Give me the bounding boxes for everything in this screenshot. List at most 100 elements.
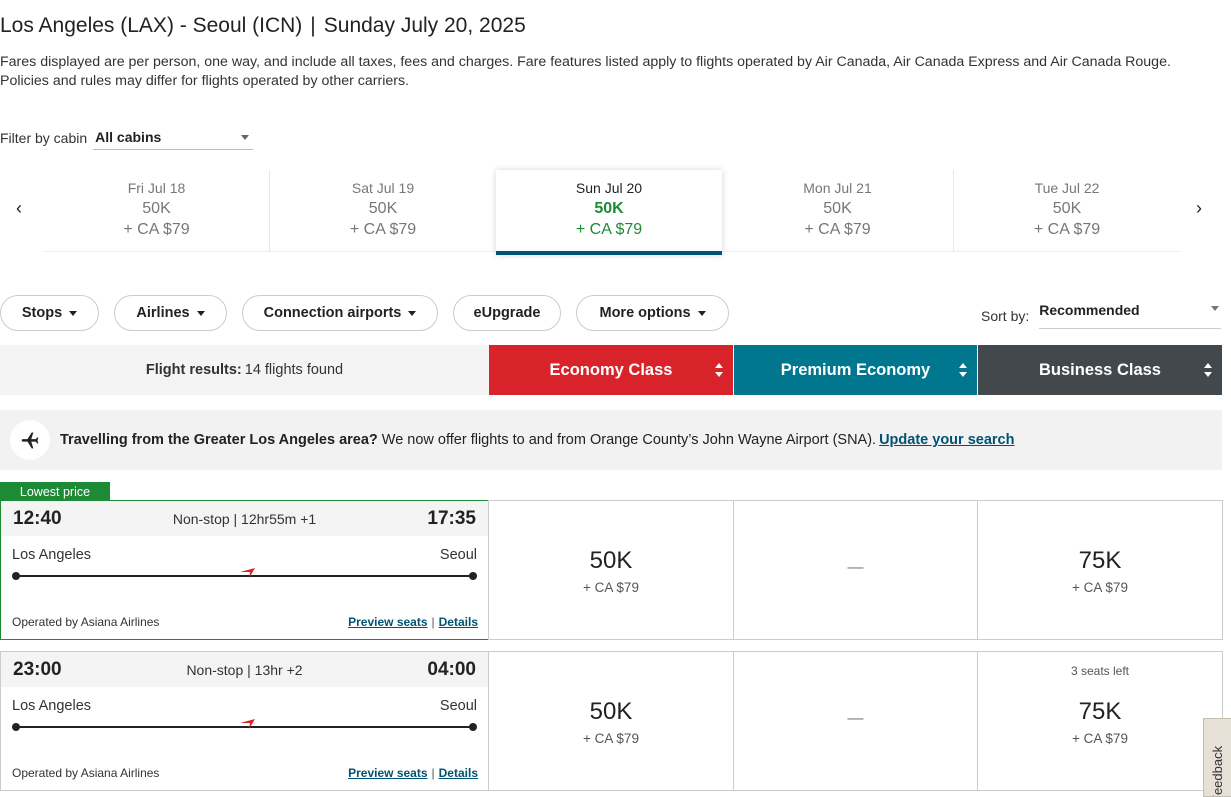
connection-airports-filter-label: Connection airports [263, 305, 402, 321]
sort-arrows-icon [1204, 363, 1212, 377]
link-divider: | [431, 766, 435, 780]
cabin-filter-select[interactable]: All cabins [93, 125, 254, 150]
prev-dates-button[interactable]: ‹ [16, 198, 22, 218]
business-fare-cell[interactable]: 75K + CA $79 [977, 500, 1223, 640]
fare-unavailable: — [847, 710, 864, 727]
premium-economy-label: Premium Economy [780, 360, 931, 379]
sort-select[interactable]: Recommended [1039, 302, 1222, 329]
more-options-label: More options [599, 305, 691, 321]
departure-time: 23:00 [13, 658, 62, 680]
preview-seats-link[interactable]: Preview seats [348, 766, 428, 780]
date-tab-day: Tue Jul 22 [1034, 180, 1100, 196]
sort-arrows-icon [959, 363, 967, 377]
date-tab-cash: + CA $79 [123, 221, 190, 238]
flight-cities: Los Angeles Seoul [12, 698, 477, 714]
business-class-header[interactable]: Business Class [978, 345, 1222, 395]
next-dates-button[interactable]: › [1196, 198, 1202, 218]
operator-text: Operated by Asiana Airlines [12, 615, 160, 629]
flight-card[interactable]: 12:40 Non-stop | 12hr55m +1 17:35 Los An… [0, 500, 489, 640]
destination-city: Seoul [439, 698, 477, 714]
economy-class-label: Economy Class [549, 360, 673, 379]
arrival-time: 17:35 [427, 507, 476, 529]
date-tab-cash: + CA $79 [349, 221, 417, 238]
sort-value: Recommended [1039, 302, 1140, 318]
arrival-time: 04:00 [427, 658, 476, 680]
business-fare-cell[interactable]: 3 seats left 75K + CA $79 [977, 651, 1223, 791]
origin-city: Los Angeles [12, 547, 92, 563]
date-tab-day: Sun Jul 20 [575, 180, 643, 196]
chevron-down-icon [697, 310, 706, 316]
flight-links: Preview seats | Details [348, 766, 478, 780]
fare-cash: + CA $79 [1072, 580, 1128, 595]
airplane-icon [10, 420, 50, 460]
date-tab-cash: + CA $79 [1033, 221, 1101, 238]
fare-points: 75K [1078, 698, 1122, 725]
stops-filter-label: Stops [21, 305, 63, 321]
banner-text: We now offer flights to and from Orange … [381, 432, 877, 448]
departure-time: 12:40 [13, 507, 62, 529]
stops-filter-button[interactable]: Stops [0, 295, 99, 331]
operator-text: Operated by Asiana Airlines [12, 766, 160, 780]
date-tab-cash: + CA $79 [804, 221, 871, 238]
date-tab-sun-jul-20[interactable]: Sun Jul 20 50K + CA $79 [496, 170, 722, 255]
fare-unavailable: — [847, 559, 864, 576]
more-options-button[interactable]: More options [576, 295, 729, 331]
chevron-down-icon [408, 310, 417, 316]
date-tab-day: Mon Jul 21 [803, 180, 872, 196]
date-tab-points: 50K [594, 200, 624, 217]
airlines-filter-label: Airlines [136, 305, 190, 321]
date-tab-points: 50K [1052, 200, 1082, 217]
date-tab-points: 50K [142, 200, 171, 217]
fare-cash: + CA $79 [583, 580, 639, 595]
destination-dot [469, 572, 477, 580]
fare-cash: + CA $79 [583, 731, 639, 746]
travel-date: Sunday July 20, 2025 [323, 14, 526, 37]
eupgrade-filter-button[interactable]: eUpgrade [453, 295, 561, 331]
economy-class-header[interactable]: Economy Class [489, 345, 733, 395]
date-tab-tue-jul-22[interactable]: Tue Jul 22 50K + CA $79 [954, 170, 1180, 252]
airlines-filter-button[interactable]: Airlines [114, 295, 227, 331]
eupgrade-filter-label: eUpgrade [473, 305, 541, 321]
flight-cities: Los Angeles Seoul [12, 547, 477, 563]
premium-fare-cell: — [733, 651, 978, 791]
title-separator: | [310, 14, 316, 37]
route-line [12, 719, 477, 731]
flight-links: Preview seats | Details [348, 615, 478, 629]
origin-dot [12, 723, 20, 731]
cabin-filter-value: All cabins [95, 129, 162, 145]
fare-notice: Fares displayed are per person, one way,… [0, 54, 1171, 89]
seats-left: 3 seats left [1070, 664, 1130, 678]
sort-label: Sort by: [981, 307, 1030, 324]
flight-duration: Non-stop | 13hr +2 [186, 661, 303, 678]
banner-heading: Travelling from the Greater Los Angeles … [60, 432, 378, 448]
airplane-icon [240, 719, 255, 729]
premium-economy-header[interactable]: Premium Economy [734, 345, 977, 395]
lowest-price-badge: Lowest price [0, 482, 110, 501]
origin-dot [12, 572, 20, 580]
preview-seats-link[interactable]: Preview seats [348, 615, 428, 629]
feedback-tab[interactable]: Feedback [1203, 718, 1231, 797]
details-link[interactable]: Details [438, 615, 478, 629]
flight-card[interactable]: 23:00 Non-stop | 13hr +2 04:00 Los Angel… [0, 651, 489, 791]
destination-dot [469, 723, 477, 731]
date-tab-fri-jul-18[interactable]: Fri Jul 18 50K + CA $79 [44, 170, 270, 252]
update-search-link[interactable]: Update your search [879, 432, 1015, 448]
connection-airports-filter-button[interactable]: Connection airports [242, 295, 438, 331]
page-title: Los Angeles (LAX) - Seoul (ICN) | Sunday J… [0, 14, 526, 38]
economy-fare-cell[interactable]: 50K + CA $79 [488, 651, 734, 791]
date-tab-mon-jul-21[interactable]: Mon Jul 21 50K + CA $79 [722, 170, 954, 252]
fare-points: 50K [589, 547, 633, 574]
economy-fare-cell[interactable]: 50K + CA $79 [488, 500, 734, 640]
flight-results-count: Flight results: 14 flights found [0, 345, 489, 395]
sort-control: Sort by: Recommended [981, 302, 1222, 329]
fare-cash: + CA $79 [1072, 731, 1128, 746]
flight-times: 23:00 Non-stop | 13hr +2 04:00 [1, 652, 488, 687]
sort-arrows-icon [715, 363, 723, 377]
date-tab-sat-jul-19[interactable]: Sat Jul 19 50K + CA $79 [270, 170, 496, 252]
date-tab-day: Fri Jul 18 [127, 180, 186, 196]
premium-fare-cell: — [733, 500, 978, 640]
details-link[interactable]: Details [438, 766, 478, 780]
fare-points: 75K [1078, 547, 1122, 574]
link-divider: | [431, 615, 435, 629]
fare-points: 50K [589, 698, 633, 725]
